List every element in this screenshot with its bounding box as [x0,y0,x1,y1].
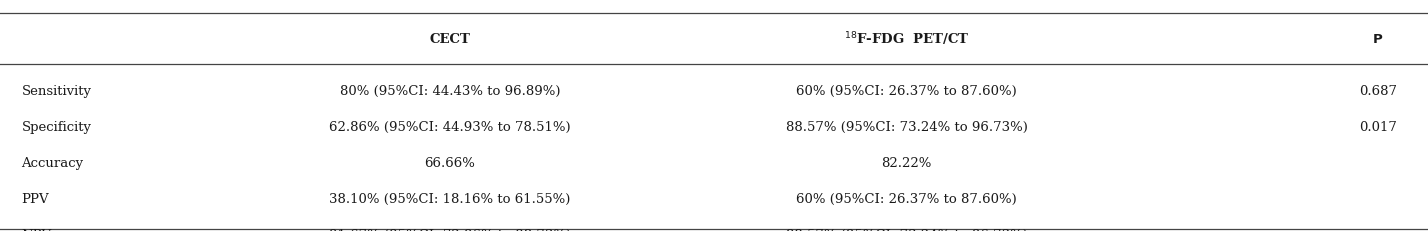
Text: NPV: NPV [21,228,51,231]
Text: 82.22%: 82.22% [881,156,932,169]
Text: 0.687: 0.687 [1359,85,1397,98]
Text: $\mathbf{P}$: $\mathbf{P}$ [1372,33,1384,46]
Text: 88.57% (95%CI: 73.24% to 96.73%): 88.57% (95%CI: 73.24% to 96.73%) [785,121,1028,134]
Text: 66.66%: 66.66% [424,156,476,169]
Text: 38.10% (95%CI: 18.16% to 61.55%): 38.10% (95%CI: 18.16% to 61.55%) [328,192,571,205]
Text: 62.86% (95%CI: 44.93% to 78.51%): 62.86% (95%CI: 44.93% to 78.51%) [328,121,571,134]
Text: 88.57% (95%CI: 73.24% to 96.73%): 88.57% (95%CI: 73.24% to 96.73%) [785,228,1028,231]
Text: 80% (95%CI: 44.43% to 96.89%): 80% (95%CI: 44.43% to 96.89%) [340,85,560,98]
Text: Specificity: Specificity [21,121,91,134]
Text: CECT: CECT [430,33,470,46]
Text: Sensitivity: Sensitivity [21,85,91,98]
Text: PPV: PPV [21,192,49,205]
Text: 0.017: 0.017 [1359,121,1397,134]
Text: 91.67% (95%CI: 72.96% to 98.73%): 91.67% (95%CI: 72.96% to 98.73%) [328,228,571,231]
Text: Accuracy: Accuracy [21,156,84,169]
Text: 60% (95%CI: 26.37% to 87.60%): 60% (95%CI: 26.37% to 87.60%) [797,85,1017,98]
Text: $^{18}$F-FDG  PET/CT: $^{18}$F-FDG PET/CT [844,30,970,48]
Text: 60% (95%CI: 26.37% to 87.60%): 60% (95%CI: 26.37% to 87.60%) [797,192,1017,205]
